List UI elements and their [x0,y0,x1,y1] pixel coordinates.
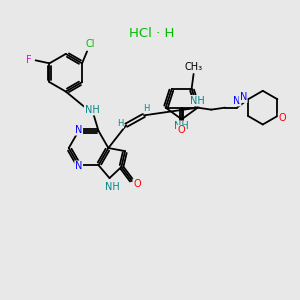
Text: F: F [26,55,32,65]
Text: O: O [278,113,286,123]
Text: NH: NH [190,96,205,106]
Text: N: N [75,161,82,171]
Text: NH: NH [105,182,120,192]
Text: Cl: Cl [85,40,95,50]
Text: H: H [143,104,149,113]
Text: O: O [133,179,141,189]
Text: N: N [233,96,241,106]
Text: N: N [75,125,82,135]
Text: H: H [117,119,124,128]
Text: NH: NH [85,105,99,115]
Text: CH₃: CH₃ [184,62,202,72]
Text: O: O [178,125,185,135]
Text: HCl · H: HCl · H [129,27,175,40]
Text: NH: NH [174,121,189,131]
Text: N: N [240,92,247,102]
